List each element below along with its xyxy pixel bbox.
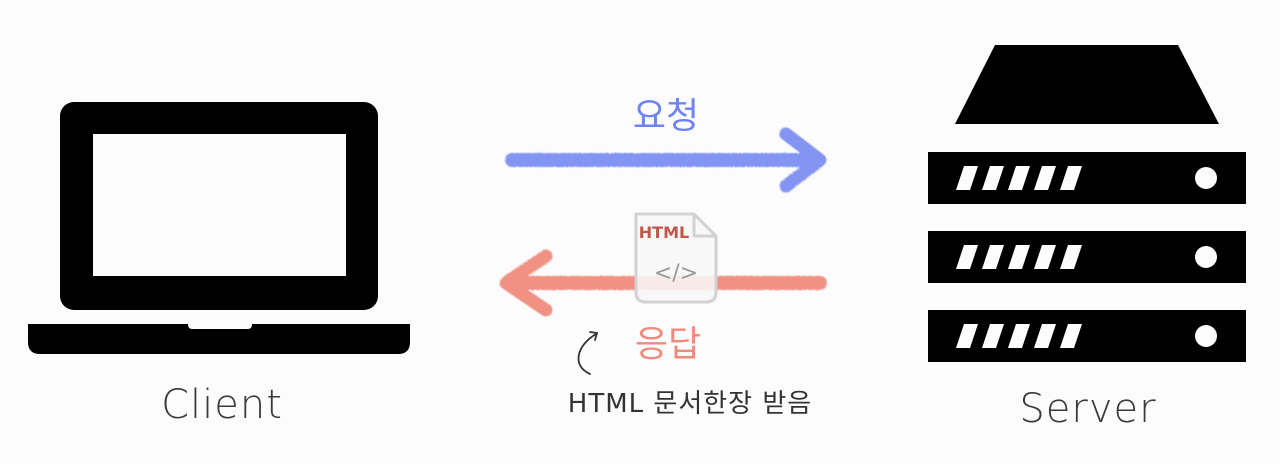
client-label: Client [161,382,283,428]
laptop-icon [28,102,410,354]
response-label: 응답 [635,324,701,365]
server-rack-icon [928,45,1246,362]
request-label: 요청 [633,96,699,137]
server-label: Server [1019,386,1156,432]
code-symbol-text: </> [654,261,698,286]
response-note: HTML 문서한장 받음 [568,389,812,419]
html-document-icon [634,212,718,304]
note-pointer-arrow [577,331,599,375]
request-arrow [505,127,827,193]
html-badge-text: HTML [639,223,689,242]
